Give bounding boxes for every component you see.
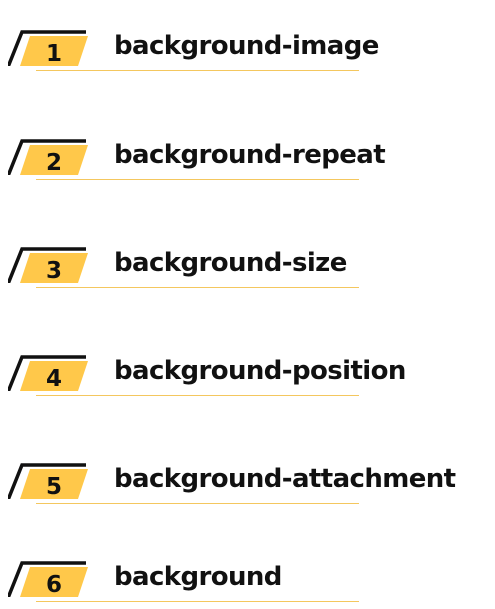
underline-divider [36, 395, 359, 396]
list-item: 1 background-image [0, 22, 495, 78]
list-item: 4 background-position [0, 347, 495, 403]
list-item: 2 background-repeat [0, 131, 495, 187]
item-number: 2 [45, 150, 62, 176]
parallelogram-icon [8, 30, 88, 66]
item-label: background-position [114, 356, 406, 386]
number-badge: 6 [8, 561, 88, 598]
item-label: background-image [114, 31, 379, 61]
number-badge: 4 [8, 355, 88, 392]
item-number: 6 [45, 572, 62, 598]
list-item: 5 background-attachment [0, 455, 495, 511]
underline-divider [36, 70, 359, 71]
number-badge: 3 [8, 247, 88, 284]
list-item: 3 background-size [0, 239, 495, 295]
underline-divider [36, 503, 359, 504]
item-number: 4 [45, 366, 62, 392]
parallelogram-icon [8, 247, 88, 283]
parallelogram-icon [8, 561, 88, 597]
item-number: 3 [45, 258, 62, 284]
item-number: 5 [45, 474, 62, 500]
underline-divider [36, 601, 359, 602]
item-number: 1 [45, 41, 62, 67]
underline-divider [36, 287, 359, 288]
list-item: 6 background [0, 553, 495, 609]
item-label: background-attachment [114, 464, 456, 494]
parallelogram-icon [8, 463, 88, 499]
number-badge: 5 [8, 463, 88, 500]
underline-divider [36, 179, 359, 180]
item-label: background-repeat [114, 140, 386, 170]
item-label: background [114, 562, 282, 592]
parallelogram-icon [8, 355, 88, 391]
number-badge: 2 [8, 139, 88, 176]
item-label: background-size [114, 248, 347, 278]
parallelogram-icon [8, 139, 88, 175]
number-badge: 1 [8, 30, 88, 67]
